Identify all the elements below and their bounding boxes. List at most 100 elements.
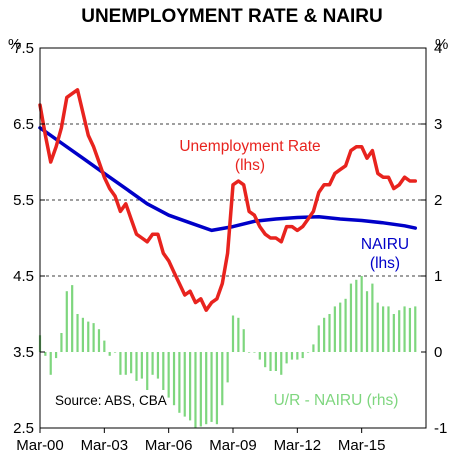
series-lines <box>38 88 418 312</box>
gap-bar-49 <box>301 352 304 359</box>
gap-bar-59 <box>355 279 358 352</box>
gap-bar-42 <box>264 352 267 368</box>
gap-bar-4 <box>60 333 63 352</box>
gap-bar-66 <box>392 314 395 352</box>
gap-bar-58 <box>349 283 353 352</box>
gap-bar-47 <box>290 352 294 360</box>
gap-bar-34 <box>221 352 224 406</box>
gap-label: U/R - NAIRU (rhs) <box>274 392 399 409</box>
gap-bar-26 <box>178 352 181 413</box>
gap-bar-20 <box>146 352 149 390</box>
gap-bar-13 <box>108 352 111 356</box>
gap-bar-60 <box>360 276 363 352</box>
x-tick-label-4: Mar-12 <box>274 437 322 454</box>
left-tick-label-1: 6.5 <box>13 116 34 133</box>
right-tick-label-5: -1 <box>434 420 447 437</box>
gap-bar-53 <box>323 317 326 352</box>
gap-bar-9 <box>87 321 90 352</box>
gap-bar-55 <box>333 306 336 352</box>
x-tick-label-1: Mar-03 <box>81 437 129 454</box>
gap-bar-41 <box>258 352 261 360</box>
gap-bar-46 <box>285 352 288 364</box>
gap-bar-16 <box>124 352 127 375</box>
right-axis-ticks: 4 3 2 1 0 -1 <box>421 40 447 437</box>
gap-bar-27 <box>183 352 186 417</box>
left-tick-label-3: 4.5 <box>13 268 34 285</box>
x-tick-label-0: Mar-00 <box>16 437 64 454</box>
gap-bar-21 <box>151 352 154 375</box>
gap-bar-68 <box>403 306 406 352</box>
gap-bar-5 <box>65 291 68 352</box>
gap-bar-11 <box>97 329 101 352</box>
gap-bar-10 <box>92 323 95 352</box>
gap-bar-31 <box>205 352 208 425</box>
unemployment-line <box>38 88 418 312</box>
gap-bar-52 <box>317 325 320 352</box>
unemployment-label-axis: (lhs) <box>235 157 265 174</box>
right-tick-label-0: 4 <box>434 40 442 57</box>
left-tick-label-4: 3.5 <box>13 344 34 361</box>
gap-bar-2 <box>49 352 52 375</box>
x-tick-label-5: Mar-15 <box>338 437 386 454</box>
gap-bar-39 <box>247 352 251 353</box>
source-note: Source: ABS, CBA <box>55 393 167 408</box>
gap-bar-32 <box>210 352 213 422</box>
left-tick-label-5: 2.5 <box>13 420 34 437</box>
gap-bar-7 <box>76 314 79 352</box>
right-tick-label-2: 2 <box>434 192 442 209</box>
gap-bar-29 <box>194 352 197 428</box>
gap-bar-61 <box>365 291 369 352</box>
gap-bar-25 <box>172 352 176 406</box>
gap-bar-62 <box>371 283 374 352</box>
gap-bar-14 <box>113 352 117 353</box>
gap-bar-35 <box>226 352 229 383</box>
gap-bar-63 <box>376 302 379 352</box>
left-axis-unit: % <box>8 36 21 53</box>
gap-bar-48 <box>296 352 299 360</box>
right-tick-label-1: 3 <box>434 116 442 133</box>
gap-bar-44 <box>274 352 277 371</box>
gap-bar-15 <box>119 352 122 375</box>
gap-bar-54 <box>328 314 331 352</box>
gap-bar-12 <box>103 340 106 352</box>
left-tick-label-0: 7.5 <box>13 40 34 57</box>
x-tick-label-2: Mar-06 <box>145 437 193 454</box>
gap-bar-65 <box>387 306 390 352</box>
gap-bar-50 <box>306 352 310 353</box>
gap-bar-30 <box>199 352 202 427</box>
x-axis-ticks: Mar-00 Mar-03 Mar-06 Mar-09 Mar-12 Mar-15 <box>16 428 385 454</box>
right-tick-label-4: 0 <box>434 344 442 361</box>
nairu-label-axis: (lhs) <box>370 255 400 272</box>
gap-bar-19 <box>140 352 143 379</box>
gap-bar-64 <box>382 306 385 352</box>
x-tick-label-3: Mar-09 <box>209 437 257 454</box>
gap-bar-1 <box>44 352 47 356</box>
left-tick-label-2: 5.5 <box>13 192 34 209</box>
gap-bar-51 <box>312 344 315 352</box>
nairu-label: NAIRU <box>361 236 409 253</box>
gap-bar-17 <box>130 352 133 374</box>
gap-bar-8 <box>81 317 84 352</box>
gap-bar-33 <box>215 352 219 425</box>
unemployment-label: Unemployment Rate <box>179 138 320 155</box>
gap-bar-69 <box>408 307 412 352</box>
gap-bar-3 <box>54 352 58 359</box>
gap-bar-37 <box>237 317 240 352</box>
gap-bar-28 <box>189 352 192 421</box>
gap-bar-57 <box>344 298 347 352</box>
gap-bar-36 <box>231 315 235 352</box>
gap-bar-23 <box>162 352 165 390</box>
gap-bar-45 <box>280 352 283 375</box>
chart-title: UNEMPLOYMENT RATE & NAIRU <box>81 6 383 27</box>
right-axis-unit: % <box>435 36 448 53</box>
gap-bar-18 <box>135 352 138 381</box>
gap-bar-22 <box>156 352 160 379</box>
gap-bars <box>38 276 417 428</box>
left-axis-ticks: 7.5 6.5 5.5 4.5 3.5 2.5 <box>13 40 45 437</box>
right-tick-label-3: 1 <box>434 268 442 285</box>
gap-bar-70 <box>414 306 417 352</box>
gap-bar-6 <box>71 285 74 352</box>
gap-bar-38 <box>242 329 245 352</box>
gap-bar-56 <box>339 302 342 352</box>
